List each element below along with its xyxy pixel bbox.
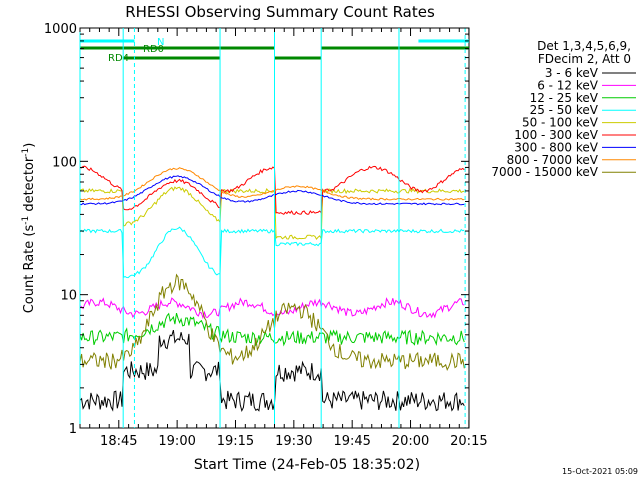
x-tick-label: 19:15 [217,434,254,449]
x-tick-label: 19:00 [158,434,195,449]
x-tick-label: 20:15 [450,434,487,449]
interval-lines [79,28,466,428]
y-axis-label-part: detector [22,156,37,216]
legend-label: 300 - 800 keV [514,140,598,154]
y-tick-label: 1000 [44,22,77,37]
series-line [79,329,465,412]
legend-label: 800 - 7000 keV [507,153,599,167]
y-tick-label: 1 [69,422,77,437]
x-tick-label: 18:45 [100,434,137,449]
y-axis-label-exponent: -1 [21,148,31,157]
series-layer [79,165,465,412]
y-axis-label: Count Rate (s-1 detector-1) [21,143,37,314]
legend-label: 50 - 100 keV [522,116,599,130]
y-tick-label: 10 [60,289,77,304]
series-line [79,273,465,371]
y-axis-label-part: Count Rate (s [22,225,37,314]
x-tick-label: 19:45 [333,434,370,449]
y-axis-label-exponent: -1 [21,216,31,225]
legend-header-line: Det 1,3,4,5,6,9, [537,39,631,53]
x-axis: 18:45 19:00 19:15 19:30 19:45 20:00 20:15 [79,28,488,449]
legend-label: 25 - 50 keV [530,103,599,117]
annotation-rd4: RD4 [108,53,129,64]
annotation-n: N [157,37,164,48]
legend-label: 6 - 12 keV [537,78,599,92]
x-tick-label: 19:30 [275,434,312,449]
chart-title: RHESSI Observing Summary Count Rates [125,3,435,21]
y-tick-label: 100 [52,155,77,170]
legend-label: 100 - 300 keV [514,128,598,142]
legend-label: 3 - 6 keV [545,66,599,80]
overlay-bars: N RD0 RD4 [80,37,469,64]
legend-header-line: FDecim 2, Att 0 [538,52,631,66]
y-axis-label-part: ) [22,143,37,148]
x-tick-label: 20:00 [392,434,429,449]
series-line [79,175,465,206]
series-line [79,297,465,320]
x-axis-label: Start Time (24-Feb-05 18:35:02) [194,457,420,473]
series-line [79,226,465,279]
footer-timestamp: 15-Oct-2021 05:09 [562,467,638,476]
legend-label: 7000 - 15000 keV [491,165,598,179]
legend: Det 1,3,4,5,6,9, FDecim 2, Att 0 3 - 6 k… [491,39,636,179]
series-line [79,312,465,347]
series-line [79,165,465,215]
series-line [79,186,465,241]
series-line [79,167,465,201]
y-axis: 1 10 100 1000 [44,22,469,437]
legend-label: 12 - 25 keV [530,91,599,105]
